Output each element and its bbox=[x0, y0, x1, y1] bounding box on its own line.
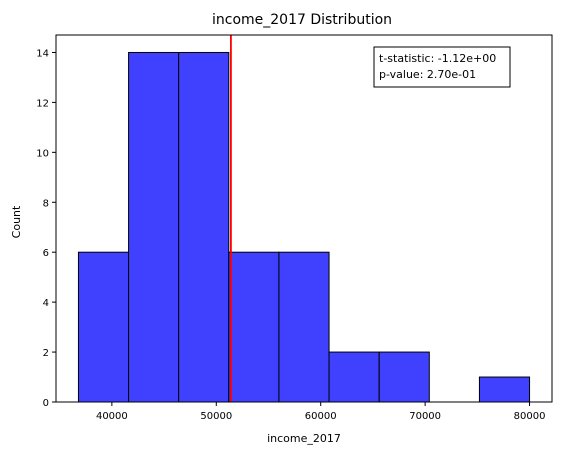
y-axis: 0 2 4 6 8 10 12 14 bbox=[36, 48, 56, 409]
y-tick-label: 4 bbox=[43, 298, 49, 309]
x-axis-label: income_2017 bbox=[267, 432, 341, 445]
histogram-bar-1 bbox=[128, 51, 180, 403]
chart-title: income_2017 Distribution bbox=[212, 12, 392, 28]
histogram-bar-4 bbox=[278, 251, 330, 403]
y-axis-label: Count bbox=[10, 205, 23, 238]
y-tick-label: 14 bbox=[36, 48, 49, 59]
y-tick-label: 6 bbox=[43, 248, 49, 259]
y-tick-label: 2 bbox=[43, 348, 49, 359]
y-tick-label: 10 bbox=[36, 148, 49, 159]
y-tick-label: 8 bbox=[43, 198, 49, 209]
bars-group bbox=[77, 51, 531, 403]
x-tick-label: 60000 bbox=[305, 411, 337, 422]
t-statistic-text: t-statistic: -1.12e+00 bbox=[379, 52, 496, 65]
plot-frame bbox=[55, 34, 553, 403]
x-tick-label: 80000 bbox=[514, 411, 546, 422]
x-axis: 40000 50000 60000 70000 80000 bbox=[96, 402, 545, 422]
histogram-bar-8 bbox=[478, 376, 531, 403]
y-tick-label: 0 bbox=[43, 398, 49, 409]
x-tick-label: 40000 bbox=[96, 411, 128, 422]
histogram-bar-5 bbox=[328, 351, 380, 403]
p-value-text: p-value: 2.70e-01 bbox=[379, 68, 476, 81]
stats-annotation-box bbox=[373, 46, 511, 88]
histogram-bar-0 bbox=[77, 251, 130, 403]
histogram-bar-3 bbox=[228, 251, 280, 403]
histogram-bar-6 bbox=[378, 351, 430, 403]
x-tick-label: 50000 bbox=[200, 411, 232, 422]
y-tick-label: 12 bbox=[36, 98, 49, 109]
stats-annotation: t-statistic: -1.12e+00 p-value: 2.70e-01 bbox=[373, 46, 511, 88]
x-tick-label: 70000 bbox=[409, 411, 441, 422]
histogram-bar-2 bbox=[178, 51, 230, 403]
